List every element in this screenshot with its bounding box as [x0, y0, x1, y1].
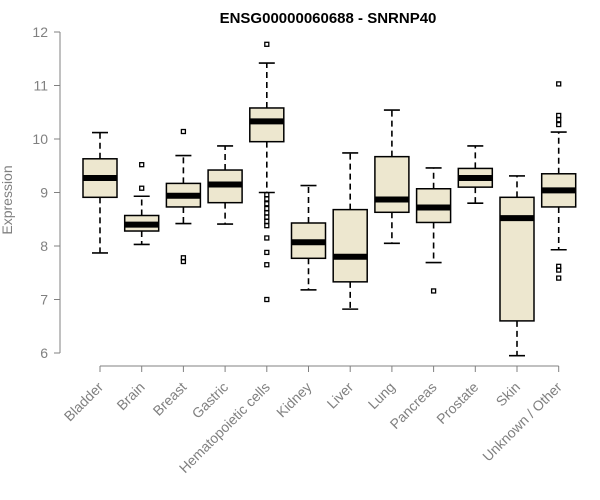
iqr-box: [374, 155, 410, 214]
outlier-point: [264, 41, 270, 47]
boxes: [82, 41, 577, 357]
x-tick-label: Bladder: [61, 379, 107, 425]
y-tick-label: 12: [32, 24, 48, 40]
box-3: [165, 128, 202, 265]
x-tick-label: Prostate: [433, 379, 481, 427]
box-12: [540, 81, 577, 281]
y-tick-label: 10: [32, 131, 48, 147]
outlier-point: [180, 128, 187, 135]
outlier-point: [264, 262, 270, 268]
outlier-point: [264, 196, 270, 202]
y-axis: 6 7 8 9 10 11 12: [32, 24, 61, 361]
outlier-point: [264, 223, 270, 229]
x-tick-label: Unknown / Other: [479, 379, 565, 465]
box-9: [415, 167, 452, 294]
outlier-point: [264, 214, 270, 220]
box-8: [374, 109, 410, 245]
x-tick-label: Breast: [150, 379, 190, 419]
box-2: [123, 162, 160, 246]
y-tick-label: 7: [40, 292, 48, 308]
box-1: [82, 131, 118, 254]
box-6: [290, 184, 327, 291]
outlier-point: [430, 288, 437, 294]
outlier-point: [264, 296, 270, 303]
y-tick-label: 9: [40, 185, 48, 201]
outlier-point: [139, 162, 145, 168]
box-11: [499, 175, 535, 357]
y-tick-label: 8: [40, 238, 48, 254]
outlier-point: [556, 275, 562, 281]
x-tick-label: Lung: [365, 379, 398, 412]
outlier-point: [139, 185, 145, 191]
y-tick-label: 6: [40, 345, 48, 361]
outlier-point: [180, 255, 187, 261]
box-4: [207, 145, 243, 225]
outlier-point: [264, 235, 270, 241]
outlier-point: [556, 81, 562, 87]
x-tick-label: Brain: [113, 379, 147, 413]
outlier-point: [264, 201, 270, 207]
x-tick-label: Skin: [493, 379, 524, 410]
outlier-point: [264, 205, 270, 212]
iqr-box: [332, 208, 368, 283]
iqr-box: [249, 107, 285, 143]
box-10: [457, 145, 494, 204]
outlier-point: [556, 112, 562, 119]
outlier-point: [264, 218, 270, 225]
y-tick-label: 11: [33, 78, 48, 94]
outlier-point: [264, 249, 270, 256]
outlier-point: [556, 267, 562, 273]
outlier-point: [556, 121, 562, 128]
outlier-point: [556, 117, 562, 123]
y-axis-label: Expression: [0, 165, 15, 234]
outlier-point: [264, 191, 270, 198]
x-tick-label: Kidney: [273, 379, 315, 421]
outlier-point: [264, 210, 270, 216]
box-5: [249, 41, 285, 303]
box-7: [332, 152, 368, 310]
x-tick-label: Liver: [324, 379, 357, 412]
chart-title: ENSG00000060688 - SNRNP40: [220, 10, 437, 27]
